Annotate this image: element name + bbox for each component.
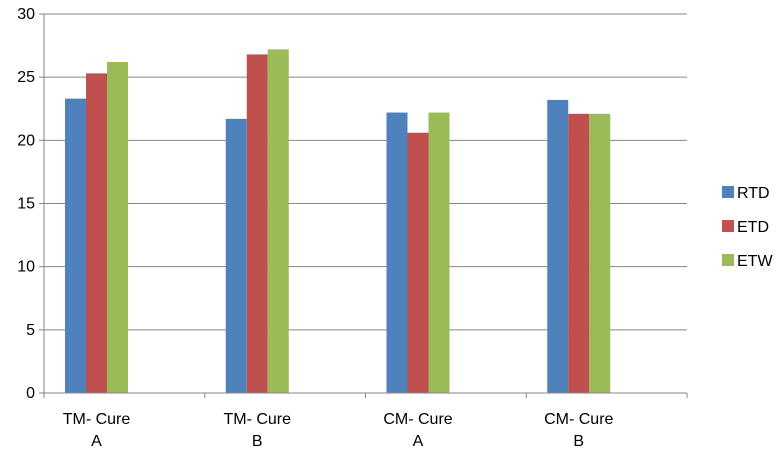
y-tick-label: 10 [17, 259, 35, 276]
legend-label-rtd: RTD [737, 185, 770, 202]
x-tick-label: B [252, 433, 263, 450]
legend: RTD ETD ETW [722, 185, 773, 270]
x-tick-label: TM- Cure [223, 411, 291, 428]
x-tick-label: B [573, 433, 584, 450]
x-tick-label: CM- Cure [383, 411, 452, 428]
bar-rtd [65, 98, 86, 393]
bar-etw [267, 49, 289, 394]
bar-rtd [547, 99, 569, 393]
bar-etw [107, 62, 128, 394]
bar-etd [86, 73, 107, 394]
x-tick-label: A [91, 433, 102, 450]
legend-label-etd: ETD [737, 219, 769, 236]
y-tick-label: 15 [17, 196, 35, 213]
y-tick-label: 30 [17, 6, 35, 23]
y-tick-label: 25 [17, 69, 35, 86]
legend-swatch-etw [722, 254, 734, 266]
bar-etd [568, 113, 590, 393]
legend-swatch-etd [722, 220, 734, 232]
y-tick-label: 0 [26, 385, 35, 402]
y-tick-label: 5 [26, 322, 35, 339]
bar-etd [407, 132, 429, 393]
x-tick-label: TM- Cure [63, 411, 131, 428]
bar-rtd [386, 112, 408, 393]
y-tick-label: 20 [17, 132, 35, 149]
x-tick-label: A [413, 433, 424, 450]
bar-etw [428, 112, 450, 393]
bar-etd [246, 54, 268, 393]
bar-etw [589, 113, 611, 393]
bars [65, 49, 611, 394]
y-tick-labels: 0 5 10 15 20 25 30 [17, 6, 35, 402]
legend-swatch-rtd [722, 186, 734, 198]
bar-rtd [225, 118, 247, 394]
x-tick-labels: TM- Cure A TM- Cure B CM- Cure A CM- Cure B [63, 411, 614, 450]
x-tick-label: CM- Cure [544, 411, 613, 428]
legend-label-etw: ETW [737, 253, 773, 270]
axes [39, 13, 688, 398]
